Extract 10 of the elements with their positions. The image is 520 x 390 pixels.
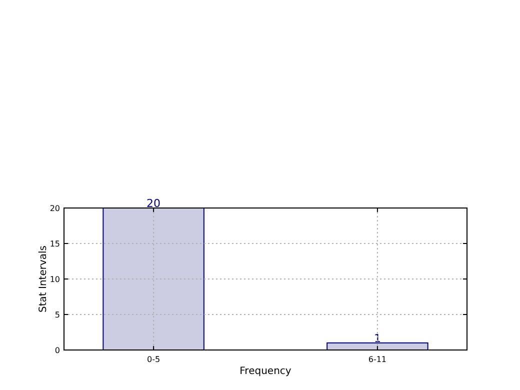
x-tick-label: 0-5	[147, 355, 160, 364]
x-axis-title: Frequency	[240, 366, 292, 377]
y-tick-label: 20	[50, 204, 60, 213]
y-tick-label: 5	[54, 310, 60, 320]
y-axis-title: Stat Intervals	[38, 245, 49, 313]
data-label: 20	[146, 197, 161, 210]
y-tick-label: 15	[50, 239, 60, 248]
y-tick-label: 0	[54, 346, 60, 355]
y-tick-label: 10	[50, 274, 60, 284]
x-tick-label: 6-11	[368, 355, 387, 364]
